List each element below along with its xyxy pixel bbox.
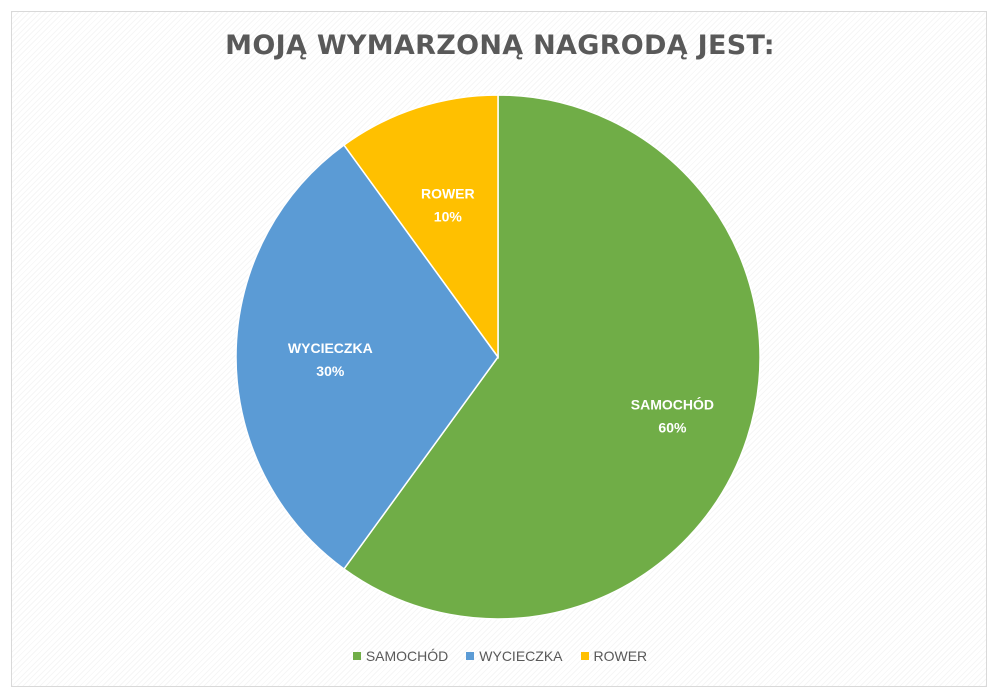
legend-swatch [580, 652, 589, 660]
legend: SAMOCHÓD WYCIECZKA ROWER [0, 648, 1000, 664]
pie-slice-samochód [342, 94, 761, 620]
legend-label: SAMOCHÓD [365, 648, 449, 664]
slice-category-label: ROWER [421, 186, 475, 202]
legend-item-samochód: SAMOCHÓD [352, 648, 449, 664]
slice-category-label: SAMOCHÓD [631, 396, 714, 413]
slice-value-label: 60% [658, 420, 687, 436]
legend-item-rower: ROWER [580, 648, 648, 664]
legend-item-wycieczka: WYCIECZKA [466, 648, 563, 664]
pie-slice-rower [342, 94, 499, 360]
legend-swatch [352, 652, 361, 660]
legend-label: ROWER [593, 648, 648, 664]
legend-swatch [466, 652, 475, 660]
legend-label: WYCIECZKA [479, 648, 563, 664]
pie-slice-wycieczka [235, 143, 499, 571]
slice-value-label: 30% [316, 363, 345, 379]
slice-category-label: WYCIECZKA [288, 340, 373, 356]
chart-title: MOJĄ WYMARZONĄ NAGRODĄ JEST: [225, 30, 775, 61]
slice-value-label: 10% [434, 209, 463, 225]
